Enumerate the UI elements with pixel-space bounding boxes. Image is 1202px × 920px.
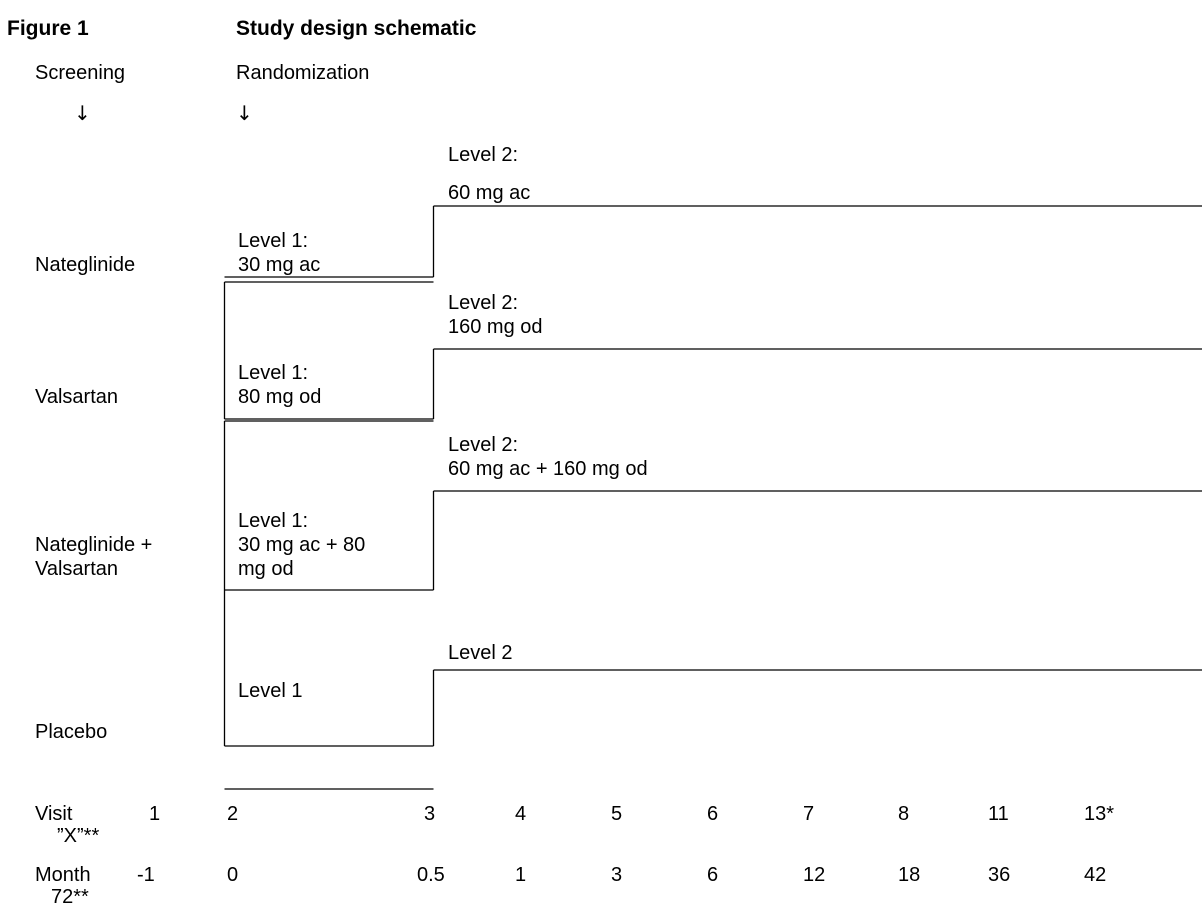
- visit-value: 7: [803, 803, 815, 825]
- visit-footnote-value: ”X”**: [57, 825, 100, 847]
- visit-value: 8: [898, 803, 910, 825]
- combo-level2-title: Level 2:: [448, 434, 519, 456]
- visit-first-value: 1: [149, 803, 161, 825]
- month-value: 1: [515, 864, 527, 886]
- visit-value: 6: [707, 803, 719, 825]
- valsartan-level2-dose: 160 mg od: [448, 316, 543, 338]
- placebo-level2-title: Level 2: [448, 642, 513, 664]
- nateglinide-level2-title: Level 2:: [448, 144, 519, 166]
- combo-level1-dose-line1: 30 mg ac + 80: [238, 534, 366, 556]
- placebo-level1-title: Level 1: [238, 680, 303, 702]
- valsartan-level1-dose: 80 mg od: [238, 386, 322, 408]
- nateglinide-level2-dose: 60 mg ac: [448, 182, 531, 204]
- month-first-value: -1: [137, 864, 155, 886]
- month-value: 6: [707, 864, 719, 886]
- visit-value: 2: [227, 803, 239, 825]
- valsartan-level1-title: Level 1:: [238, 362, 309, 384]
- arm-nateglinide-label: Nateglinide: [35, 254, 136, 276]
- nateglinide-level1-title: Level 1:: [238, 230, 309, 252]
- arm-combo-label-line1: Nateglinide +: [35, 534, 153, 556]
- combo-level2-dose: 60 mg ac + 160 mg od: [448, 458, 648, 480]
- randomization-label: Randomization: [236, 62, 370, 84]
- visit-row-label: Visit: [35, 803, 73, 825]
- month-value: 0: [227, 864, 239, 886]
- combo-level1-dose-line2: mg od: [238, 558, 294, 580]
- arm-combo-label-line2: Valsartan: [35, 558, 119, 580]
- nateglinide-level1-dose: 30 mg ac: [238, 254, 321, 276]
- month-value: 0.5: [417, 864, 445, 886]
- visit-value: 3: [424, 803, 436, 825]
- month-value: 18: [898, 864, 921, 886]
- month-value: 12: [803, 864, 826, 886]
- figure-label: Figure 1: [7, 17, 89, 40]
- combo-level1-title: Level 1:: [238, 510, 309, 532]
- screening-arrow-icon: ↓: [74, 101, 91, 125]
- arm-placebo-label: Placebo: [35, 721, 108, 743]
- valsartan-level2-title: Level 2:: [448, 292, 519, 314]
- arm-valsartan-label: Valsartan: [35, 386, 119, 408]
- figure-title: Study design schematic: [236, 17, 477, 40]
- month-row-label: Month: [35, 864, 91, 886]
- visit-value: 11: [988, 803, 1009, 825]
- month-footnote-value: 72**: [51, 886, 89, 908]
- visit-value: 5: [611, 803, 623, 825]
- screening-label: Screening: [35, 62, 126, 84]
- month-value: 3: [611, 864, 623, 886]
- visit-value: 4: [515, 803, 527, 825]
- month-value: 36: [988, 864, 1011, 886]
- visit-value: 13*: [1084, 803, 1115, 825]
- month-value: 42: [1084, 864, 1107, 886]
- randomization-arrow-icon: ↓: [236, 101, 253, 125]
